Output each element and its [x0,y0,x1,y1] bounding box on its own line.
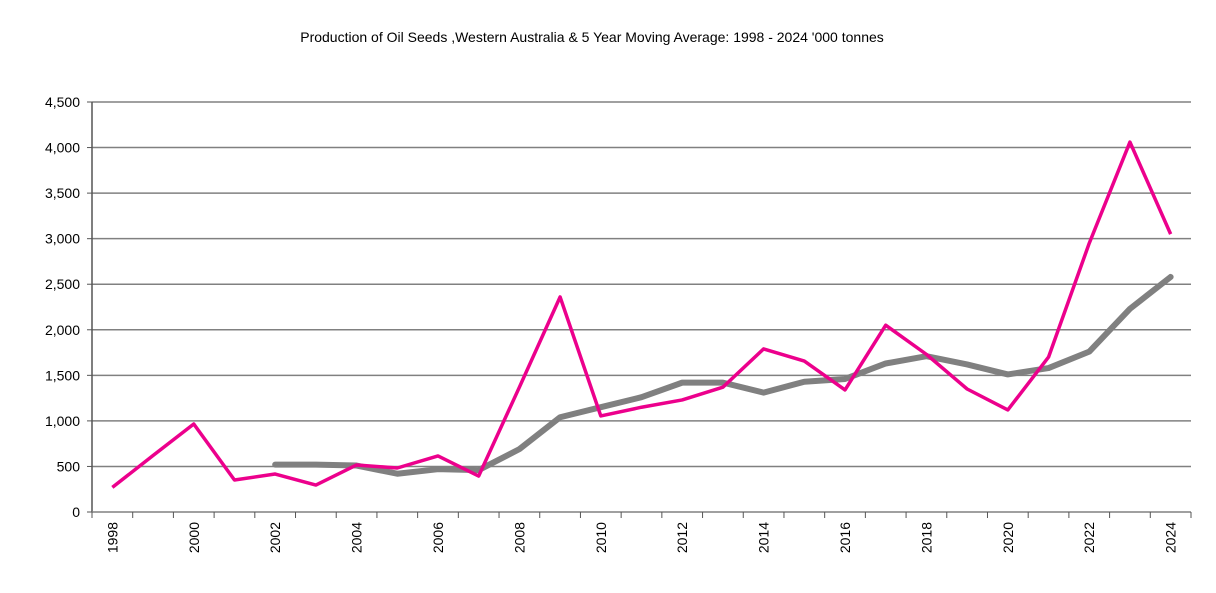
y-tick-label: 2,000 [45,322,80,338]
x-tick-label: 2016 [837,522,853,553]
x-tick-label: 2000 [186,522,202,553]
y-tick-label: 2,500 [45,276,80,292]
x-tick-label: 2010 [593,522,609,553]
x-tick-label: 2014 [756,522,772,553]
x-tick-label: 2024 [1163,522,1179,553]
y-tick-label: 3,000 [45,231,80,247]
y-tick-label: 3,500 [45,185,80,201]
x-tick-label: 2002 [267,522,283,553]
x-tick-label: 2004 [349,522,365,553]
x-tick-label: 2008 [511,522,527,553]
y-tick-label: 0 [72,504,80,520]
x-tick-label: 1998 [104,522,120,553]
x-tick-label: 2018 [918,522,934,553]
chart-title: Production of Oil Seeds ,Western Austral… [300,29,884,45]
y-tick-label: 1,500 [45,367,80,383]
y-tick-label: 1,000 [45,413,80,429]
x-tick-label: 2020 [1000,522,1016,553]
x-tick-label: 2006 [430,522,446,553]
x-tick-label: 2012 [674,522,690,553]
y-tick-label: 500 [57,458,81,474]
x-tick-label: 2022 [1081,522,1097,553]
y-tick-label: 4,000 [45,140,80,156]
series-line-production [111,140,1173,489]
y-tick-label: 4,500 [45,94,80,110]
